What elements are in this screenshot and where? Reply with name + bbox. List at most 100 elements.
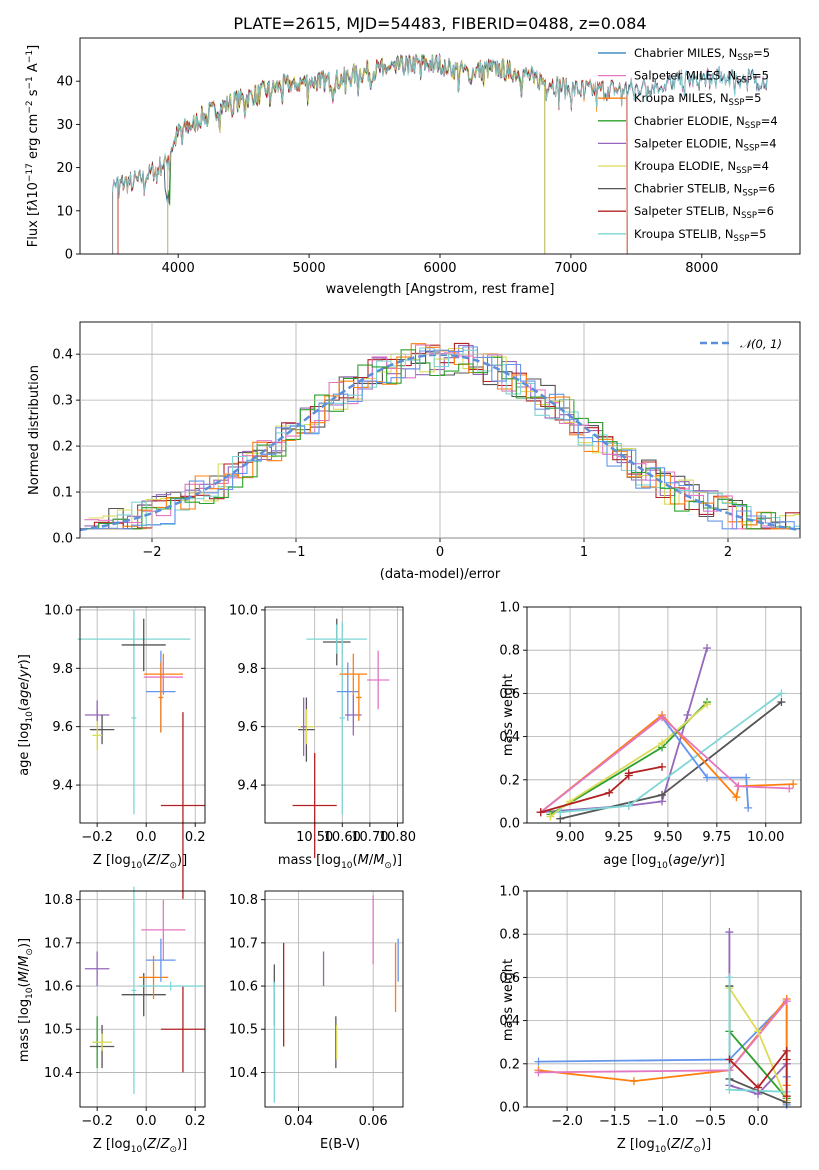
residuals-legend: 𝒩(0, 1)	[700, 337, 782, 351]
y-tick-label: 1.0	[499, 885, 520, 900]
x-tick-label: −2	[142, 545, 161, 560]
y-tick-label: 0.6	[499, 687, 520, 702]
weight-marker	[658, 790, 667, 799]
legend-label: Salpeter MILES, NSSP=5	[634, 69, 769, 86]
x-tick-label: 10.80	[379, 830, 416, 845]
axes-frame	[264, 890, 404, 1108]
histogram-series	[80, 342, 800, 530]
residuals-panel: −2 −1 0 1 2 0.0 0.1 0.2 0.3 0.4 (data-model)/erro…	[27, 321, 801, 582]
y-tick-label: 0.4	[499, 730, 520, 745]
weight-line	[540, 647, 708, 814]
grid-layer: −2.0 −1.5 −1.0 −0.5 0.0 0.0 0.2 0.4 0.6 0.8 1.0	[499, 885, 801, 1129]
legend-label: Kroupa ELODIE, NSSP=4	[634, 159, 769, 176]
legend-label: Chabrier STELIB, NSSP=6	[634, 182, 775, 199]
weight-marker	[534, 1057, 543, 1066]
legend-label: Kroupa MILES, NSSP=5	[634, 91, 761, 108]
x-tick-label: 9.75	[702, 830, 731, 845]
y-tick-label: 10	[56, 204, 73, 219]
weight-marker	[556, 808, 565, 817]
weight-marker	[658, 713, 667, 722]
y-tick-label: 0.8	[499, 644, 520, 659]
legend-normal-label: 𝒩(0, 1)	[740, 337, 782, 351]
weight-marker	[782, 1092, 791, 1101]
y-tick-label: 0.0	[499, 1101, 520, 1116]
grid-layer: 0.04 0.06 10.4 10.5 10.6 10.7 10.8	[229, 891, 403, 1129]
y-tick-label: 40	[56, 75, 73, 90]
y-tick-label: 0.3	[52, 394, 73, 409]
axes-frame	[526, 890, 802, 1108]
weight-marker	[785, 784, 794, 793]
mwZ-ylabel: mass weight	[501, 959, 516, 1041]
x-tick-label: 4000	[162, 261, 195, 276]
x-tick-label: 0.2	[185, 830, 206, 845]
spectrum-title: PLATE=2615, MJD=54483, FIBERID=0488, z=0…	[233, 14, 646, 33]
y-tick-label: 0	[65, 248, 73, 263]
x-tick-label: −0.2	[81, 830, 113, 845]
y-tick-label: 10.6	[229, 980, 258, 995]
spectrum-legend: Chabrier MILES, NSSP=5 Salpeter MILES, NS…	[598, 46, 778, 244]
ageMass-xlabel: mass [log10(M/M⊙)]	[278, 853, 402, 871]
x-tick-label: −0.2	[81, 1114, 113, 1129]
massZ-xlabel: Z [log10(Z/Z⊙)]	[93, 1137, 187, 1155]
weight-marker	[683, 711, 692, 719]
massweight-vs-age-panel: 9.00 9.25 9.50 9.75 10.00 0.0 0.2 0.4 0.6 0.8 1.0	[499, 601, 802, 845]
y-tick-label: 10.5	[229, 1023, 258, 1038]
y-tick-label: 0.0	[499, 817, 520, 832]
x-tick-label: 0.2	[185, 1114, 206, 1129]
spectrum-xlabel: wavelength [Angstrom, rest frame]	[326, 282, 555, 297]
histogram-series	[88, 346, 800, 530]
y-tick-label: 0.4	[52, 348, 73, 363]
weight-marker	[732, 793, 741, 802]
weight-line	[549, 703, 708, 818]
y-tick-label: 10.6	[44, 980, 73, 995]
weight-marker	[734, 782, 743, 791]
x-tick-label: 0.04	[284, 1114, 313, 1129]
weight-marker	[658, 762, 667, 771]
y-tick-label: 10.5	[44, 1023, 73, 1038]
x-tick-label: 9.50	[653, 830, 682, 845]
weight-marker	[629, 1077, 638, 1086]
mass-vs-Z-panel: −0.2 0.0 0.2 10.4 10.5 10.6 10.7 10.8	[44, 886, 206, 1129]
y-tick-label: 0.2	[499, 1057, 520, 1072]
x-tick-label: 8000	[685, 261, 718, 276]
weight-marker	[534, 1068, 543, 1077]
y-tick-label: 10.8	[229, 893, 258, 908]
mwAge-ylabel: mass weight	[501, 674, 516, 756]
residuals-xlabel: (data-model)/error	[380, 567, 501, 582]
x-tick-label: 1	[580, 545, 588, 560]
spectrum-series-line	[112, 55, 768, 254]
x-tick-label: 2	[724, 545, 732, 560]
x-tick-label: −1.5	[599, 1114, 631, 1129]
y-tick-label: 0.0	[52, 532, 73, 547]
y-tick-label: 30	[56, 118, 73, 133]
y-tick-label: 10.7	[229, 936, 258, 951]
legend-label: Chabrier MILES, NSSP=5	[634, 46, 770, 63]
residuals-ylabel: Normed distribution	[27, 365, 42, 495]
massEbv-xlabel: E(B-V)	[320, 1137, 360, 1152]
spectrum-series-line	[112, 54, 768, 199]
weight-line	[540, 716, 790, 813]
weight-marker	[703, 644, 712, 653]
y-tick-label: 9.6	[237, 720, 258, 735]
ageZ-ylabel: age [log10(age/yr)]	[17, 654, 35, 776]
y-tick-label: 10.0	[229, 603, 258, 618]
weight-marker	[703, 700, 712, 709]
weight-marker	[703, 773, 712, 782]
weight-marker	[742, 773, 751, 782]
y-tick-label: 9.8	[52, 662, 73, 677]
legend-label: Chabrier ELODIE, NSSP=4	[634, 114, 778, 131]
axes-frame	[79, 890, 206, 1108]
weight-marker	[658, 739, 667, 748]
weight-marker	[744, 803, 753, 812]
grid-layer: 9.00 9.25 9.50 9.75 10.00 0.0 0.2 0.4 0.6 0.8 1.0	[499, 601, 801, 845]
x-tick-label: 0.0	[136, 1114, 157, 1129]
weight-line	[550, 701, 708, 816]
y-tick-label: 10.4	[229, 1066, 258, 1081]
mass-vs-ebv-panel: 0.04 0.06 10.4 10.5 10.6 10.7 10.8	[229, 890, 404, 1129]
y-tick-label: 0.2	[499, 773, 520, 788]
x-tick-label: 0.0	[136, 830, 157, 845]
x-tick-label: 10.70	[351, 830, 388, 845]
weight-marker	[754, 1083, 763, 1092]
y-tick-label: 10.0	[44, 603, 73, 618]
